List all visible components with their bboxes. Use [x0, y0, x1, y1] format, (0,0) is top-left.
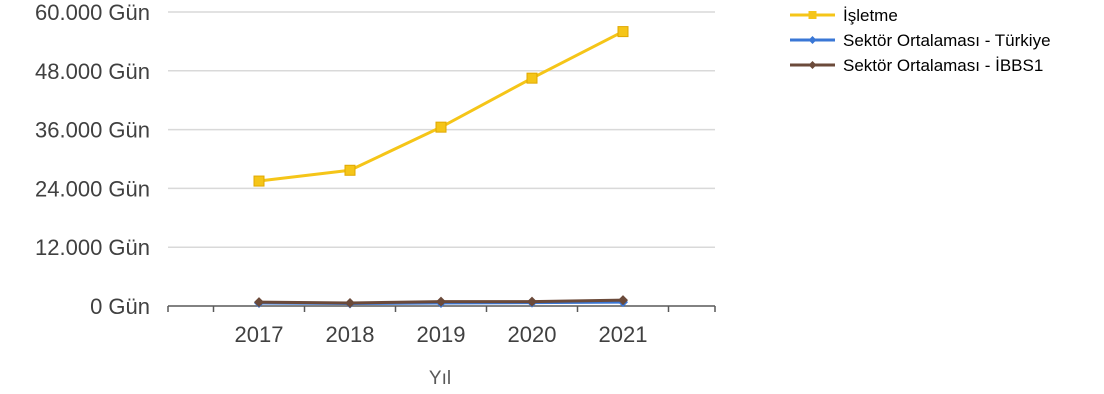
point-0-2019 [435, 121, 447, 133]
y-tick-label-12000: 12.000 Gün [35, 235, 150, 260]
legend-item-2[interactable]: Sektör Ortalaması - İBBS1 [790, 56, 1043, 75]
x-tick-label-2019: 2019 [417, 322, 466, 347]
legend-item-1[interactable]: Sektör Ortalaması - Türkiye [790, 31, 1051, 50]
legend-label-0: İşletme [843, 6, 898, 25]
legend-swatch-marker-2 [808, 61, 817, 69]
y-tick-label-24000: 24.000 Gün [35, 176, 150, 201]
point-2-2021 [618, 295, 628, 306]
point-2-2017 [254, 297, 264, 308]
x-axis-label: Yıl [429, 368, 451, 389]
series-2 [254, 295, 628, 309]
x-tick-label-2020: 2020 [508, 322, 557, 347]
legend-item-0[interactable]: İşletme [790, 6, 898, 25]
point-0-2020 [526, 72, 538, 84]
point-0-2021 [617, 26, 629, 38]
y-tick-label-48000: 48.000 Gün [35, 59, 150, 84]
legend-label-2: Sektör Ortalaması - İBBS1 [843, 56, 1043, 75]
point-0-2018 [344, 164, 356, 176]
x-tick-label-2018: 2018 [326, 322, 375, 347]
series-0 [253, 26, 629, 187]
legend-swatch-marker-1 [808, 36, 817, 44]
series-lines [253, 26, 629, 309]
point-2-2020 [527, 296, 537, 307]
point-2-2019 [436, 296, 446, 307]
x-tick-label-2017: 2017 [235, 322, 284, 347]
legend[interactable]: İşletme Sektör Ortalaması - Türkiye Sektör… [790, 6, 1051, 75]
series-line-0 [258, 30, 624, 183]
point-0-2017 [253, 175, 265, 187]
y-tick-label-36000: 36.000 Gün [35, 118, 150, 143]
y-tick-label-0: 0 Gün [90, 294, 150, 319]
y-tick-label-60000: 60.000 Gün [35, 0, 150, 25]
x-tick-labels: 2017 2018 2019 2020 2021 [235, 322, 648, 347]
legend-label-1: Sektör Ortalaması - Türkiye [843, 31, 1051, 50]
y-tick-labels: 0 Gün 12.000 Gün 24.000 Gün 36.000 Gün 48.00… [35, 0, 150, 319]
point-2-2018 [345, 298, 355, 309]
legend-swatch-marker-0 [808, 11, 817, 19]
x-tick-label-2021: 2021 [599, 322, 648, 347]
